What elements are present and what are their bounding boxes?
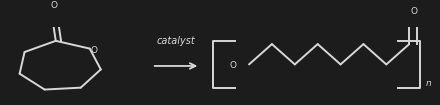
Text: catalyst: catalyst xyxy=(157,36,195,46)
Text: O: O xyxy=(230,61,237,70)
Text: O: O xyxy=(51,1,58,10)
Text: O: O xyxy=(91,46,98,55)
Text: O: O xyxy=(410,7,417,16)
Text: n: n xyxy=(425,79,431,88)
